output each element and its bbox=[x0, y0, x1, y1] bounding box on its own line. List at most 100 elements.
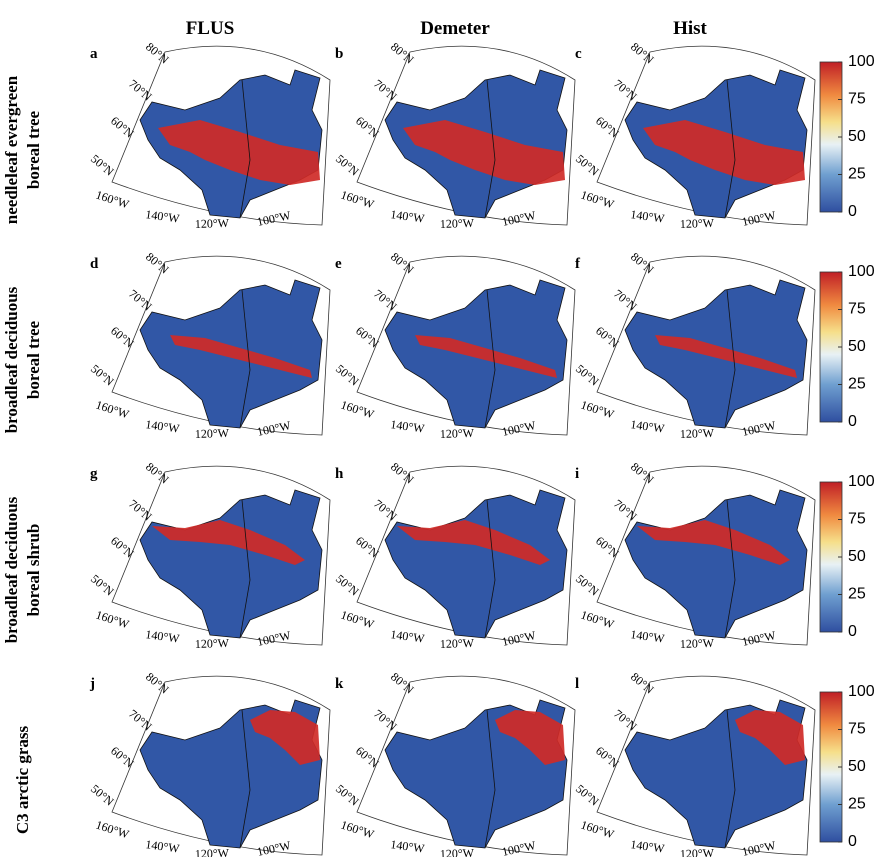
longitude-label: 140°W bbox=[145, 837, 181, 856]
row-label-line: boreal shrub bbox=[24, 524, 43, 617]
boundary bbox=[484, 709, 496, 849]
high-fraction-region bbox=[637, 520, 790, 565]
longitude-label: 120°W bbox=[440, 216, 475, 231]
longitude-label: 140°W bbox=[630, 207, 666, 226]
latitude-label: 50°N bbox=[88, 362, 117, 389]
colorbar-tick-label: 25 bbox=[848, 586, 866, 603]
high-fraction-region bbox=[415, 335, 557, 378]
column-title: Demeter bbox=[420, 18, 490, 39]
high-fraction-region bbox=[152, 520, 305, 565]
longitude-label: 160°W bbox=[339, 398, 376, 422]
row-label-line: boreal tree bbox=[24, 320, 43, 399]
boundary bbox=[724, 499, 736, 639]
longitude-label: 120°W bbox=[440, 426, 475, 441]
longitude-label: 160°W bbox=[579, 188, 616, 212]
boundary bbox=[239, 289, 251, 429]
high-fraction-region bbox=[250, 710, 320, 765]
latitude-label: 50°N bbox=[333, 152, 362, 179]
row-label-line: C3 arctic grass bbox=[13, 725, 32, 834]
longitude-label: 140°W bbox=[145, 417, 181, 436]
boundary bbox=[724, 79, 736, 219]
row-label: C3 arctic grass bbox=[13, 725, 32, 834]
high-fraction-region bbox=[735, 710, 805, 765]
longitude-label: 100°W bbox=[501, 838, 538, 857]
latitude-label: 50°N bbox=[88, 152, 117, 179]
high-fraction-region bbox=[397, 520, 550, 565]
row-label: broadleaf deciduous boreal shrub bbox=[2, 496, 43, 643]
colorbar-tick-label: 75 bbox=[848, 301, 866, 318]
latitude-label: 50°N bbox=[573, 362, 602, 389]
panel-letter: l bbox=[575, 676, 579, 692]
longitude-label: 140°W bbox=[630, 627, 666, 646]
row-label: broadleaf deciduous boreal tree bbox=[2, 286, 43, 433]
row-label-line: broadleaf deciduous bbox=[2, 496, 21, 643]
high-fraction-region bbox=[403, 120, 565, 185]
longitude-label: 160°W bbox=[94, 608, 131, 632]
longitude-label: 160°W bbox=[339, 188, 376, 212]
panel-letter: e bbox=[335, 256, 342, 272]
latitude-label: 50°N bbox=[333, 362, 362, 389]
boundary bbox=[239, 499, 251, 639]
longitude-label: 160°W bbox=[579, 398, 616, 422]
latitude-label: 50°N bbox=[88, 782, 117, 809]
panel-letter: h bbox=[335, 466, 344, 482]
longitude-label: 120°W bbox=[195, 636, 230, 651]
latitude-label: 50°N bbox=[573, 782, 602, 809]
row-label-line: broadleaf deciduous bbox=[2, 286, 21, 433]
longitude-label: 120°W bbox=[440, 846, 475, 857]
colorbar-tick-label: 100 bbox=[848, 473, 875, 490]
longitude-label: 140°W bbox=[390, 417, 426, 436]
row-label-line: needleleaf evergreen bbox=[2, 75, 21, 224]
boundary bbox=[484, 79, 496, 219]
longitude-label: 160°W bbox=[94, 818, 131, 842]
colorbar-tick-label: 75 bbox=[848, 91, 866, 108]
longitude-label: 160°W bbox=[94, 188, 131, 212]
panel-letter: f bbox=[575, 256, 581, 272]
longitude-label: 120°W bbox=[195, 426, 230, 441]
land bbox=[384, 489, 568, 639]
panel-letter: i bbox=[575, 466, 579, 482]
column-title: FLUS bbox=[186, 18, 235, 39]
boundary bbox=[484, 289, 496, 429]
land bbox=[139, 489, 323, 639]
longitude-label: 140°W bbox=[390, 627, 426, 646]
boundary bbox=[724, 289, 736, 429]
colorbar-tick-label: 100 bbox=[848, 53, 875, 70]
longitude-label: 140°W bbox=[145, 627, 181, 646]
boundary bbox=[239, 79, 251, 219]
colorbar-tick-label: 0 bbox=[848, 413, 857, 430]
latitude-label: 50°N bbox=[88, 572, 117, 599]
colorbar-tick-label: 50 bbox=[848, 128, 866, 145]
longitude-label: 160°W bbox=[579, 608, 616, 632]
boundary bbox=[484, 499, 496, 639]
colorbar-tick-label: 100 bbox=[848, 683, 875, 700]
colorbar-tick-label: 75 bbox=[848, 511, 866, 528]
panel-letter: c bbox=[575, 46, 582, 62]
longitude-label: 160°W bbox=[339, 608, 376, 632]
panel-letter: j bbox=[89, 676, 95, 692]
longitude-label: 140°W bbox=[630, 417, 666, 436]
panel-letter: b bbox=[335, 46, 343, 62]
longitude-label: 120°W bbox=[680, 426, 715, 441]
panel-letter: g bbox=[90, 466, 98, 482]
high-fraction-region bbox=[495, 710, 565, 765]
colorbar-tick-label: 0 bbox=[848, 623, 857, 640]
longitude-label: 140°W bbox=[630, 837, 666, 856]
high-fraction-region bbox=[170, 335, 312, 378]
longitude-label: 160°W bbox=[94, 398, 131, 422]
latitude-label: 50°N bbox=[333, 782, 362, 809]
high-fraction-region bbox=[655, 335, 797, 378]
colorbar-tick-label: 25 bbox=[848, 796, 866, 813]
high-fraction-region bbox=[158, 120, 320, 185]
latitude-label: 50°N bbox=[573, 572, 602, 599]
longitude-label: 120°W bbox=[680, 846, 715, 857]
longitude-label: 140°W bbox=[145, 207, 181, 226]
